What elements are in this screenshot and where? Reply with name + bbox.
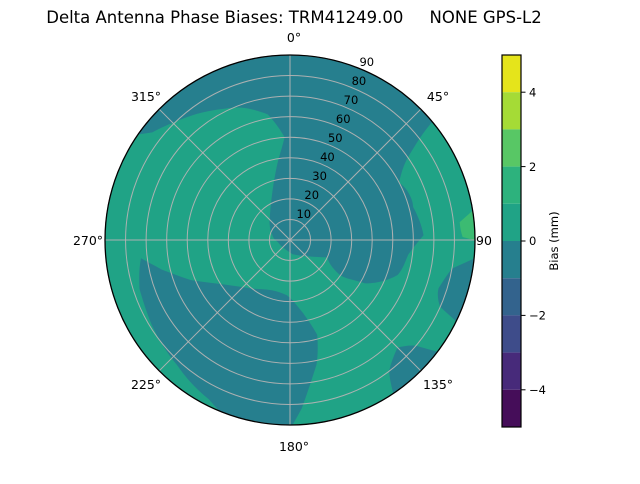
radial-label-50: 50 xyxy=(328,131,343,145)
colorbar-band xyxy=(502,92,521,130)
colorbar-tick-4: 4 xyxy=(529,85,536,99)
angle-label-45: 45° xyxy=(427,89,449,104)
colorbar-band xyxy=(502,352,521,390)
colorbar-tick-labels: 4 2 0 −2 −4 xyxy=(529,85,546,397)
polar-grid xyxy=(104,54,476,426)
colorbar-tick-0: 0 xyxy=(529,234,536,248)
region-positive-sliver xyxy=(459,202,475,244)
colorbar-tick-2: 2 xyxy=(529,160,536,174)
angle-label-315: 315° xyxy=(131,89,161,104)
radial-label-80: 80 xyxy=(352,74,367,88)
colorbar-band xyxy=(502,389,521,427)
angle-label-0: 0° xyxy=(287,30,301,45)
colorbar-ticks xyxy=(521,91,526,391)
angle-label-90: 90 xyxy=(476,233,492,248)
colorbar-band xyxy=(502,278,521,316)
colorbar-axis-label: Bias (mm) xyxy=(547,211,561,270)
colorbar-band xyxy=(502,166,521,204)
colorbar-band xyxy=(502,129,521,167)
radial-labels: 10 20 30 40 50 60 70 80 90 xyxy=(296,55,374,221)
colorbar-tick-neg2: −2 xyxy=(529,309,546,323)
angle-label-180: 180° xyxy=(279,439,309,454)
colorbar-band xyxy=(502,203,521,241)
radial-label-70: 70 xyxy=(344,93,359,107)
colorbar-bands xyxy=(502,55,521,427)
colorbar: 4 2 0 −2 −4 Bias (mm) xyxy=(501,54,561,428)
polar-outline xyxy=(104,54,476,426)
radial-label-60: 60 xyxy=(336,112,351,126)
angle-label-135: 135° xyxy=(423,377,453,392)
radial-label-10: 10 xyxy=(296,207,311,221)
radial-label-40: 40 xyxy=(320,150,335,164)
region-negative-rim-135 xyxy=(389,345,448,404)
colorbar-band xyxy=(502,55,521,93)
angle-label-270: 270° xyxy=(73,233,103,248)
chart-title: Delta Antenna Phase Biases: TRM41249.00 … xyxy=(46,8,542,27)
radial-label-20: 20 xyxy=(304,188,319,202)
radial-label-90: 90 xyxy=(359,55,374,69)
polar-plot: 0° 45° 90 135° 180° 225° 270° 315° 10 20… xyxy=(73,30,492,454)
colorbar-tick-neg4: −4 xyxy=(529,383,546,397)
region-negative-cap xyxy=(124,55,440,284)
radial-label-30: 30 xyxy=(312,169,327,183)
angle-labels: 0° 45° 90 135° 180° 225° 270° 315° xyxy=(73,30,492,454)
angle-label-225: 225° xyxy=(131,377,161,392)
colorbar-band xyxy=(502,241,521,279)
colorbar-band xyxy=(502,315,521,353)
